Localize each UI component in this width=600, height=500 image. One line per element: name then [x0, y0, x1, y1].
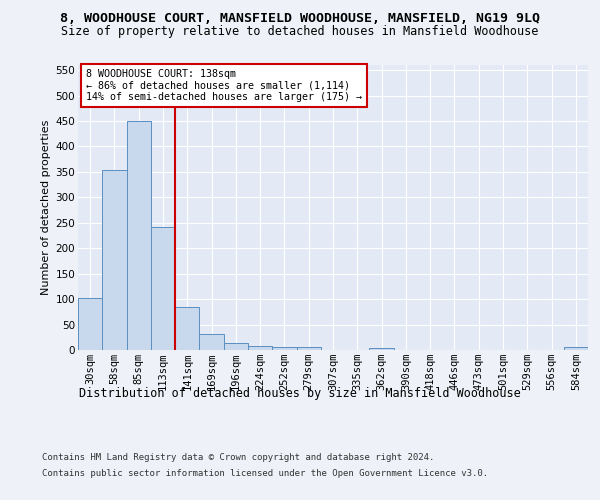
- Bar: [296, 348, 321, 350]
- Bar: [102, 170, 127, 350]
- Bar: [370, 348, 394, 350]
- Bar: [199, 334, 224, 350]
- Text: Distribution of detached houses by size in Mansfield Woodhouse: Distribution of detached houses by size …: [79, 388, 521, 400]
- Text: Size of property relative to detached houses in Mansfield Woodhouse: Size of property relative to detached ho…: [61, 25, 539, 38]
- Text: 8, WOODHOUSE COURT, MANSFIELD WOODHOUSE, MANSFIELD, NG19 9LQ: 8, WOODHOUSE COURT, MANSFIELD WOODHOUSE,…: [60, 12, 540, 26]
- Text: 8 WOODHOUSE COURT: 138sqm
← 86% of detached houses are smaller (1,114)
14% of se: 8 WOODHOUSE COURT: 138sqm ← 86% of detac…: [86, 70, 362, 102]
- Bar: [175, 306, 199, 350]
- Bar: [151, 227, 175, 350]
- Text: Contains HM Land Registry data © Crown copyright and database right 2024.: Contains HM Land Registry data © Crown c…: [42, 452, 434, 462]
- Bar: [78, 298, 102, 350]
- Bar: [127, 121, 151, 350]
- Bar: [564, 348, 588, 350]
- Text: Contains public sector information licensed under the Open Government Licence v3: Contains public sector information licen…: [42, 469, 488, 478]
- Bar: [272, 348, 296, 350]
- Bar: [224, 344, 248, 350]
- Y-axis label: Number of detached properties: Number of detached properties: [41, 120, 52, 295]
- Bar: [248, 346, 272, 350]
